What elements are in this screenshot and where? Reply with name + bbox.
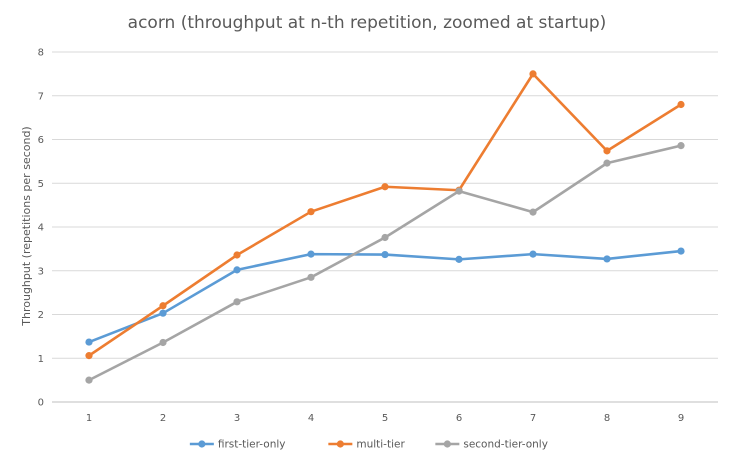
legend-item: second-tier-only: [435, 439, 548, 451]
data-point: [677, 100, 685, 109]
data-point: [529, 208, 537, 216]
y-tick-label: 8: [38, 48, 44, 59]
data-point: [159, 302, 167, 310]
legend-label: first-tier-only: [218, 439, 286, 451]
y-tick-label: 2: [38, 310, 44, 321]
legend-item: multi-tier: [328, 439, 405, 451]
y-tick-label: 7: [38, 91, 44, 102]
data-point: [85, 376, 93, 384]
data-point: [381, 250, 389, 259]
data-point: [677, 142, 685, 150]
series-second-tier-only: [85, 142, 685, 384]
y-tick-label: 3: [38, 266, 44, 277]
data-point: [603, 147, 611, 155]
x-tick-label: 8: [604, 413, 610, 424]
data-point: [233, 251, 241, 259]
data-point: [85, 338, 93, 346]
data-point: [529, 70, 537, 78]
data-point: [603, 255, 611, 263]
y-tick-label: 6: [38, 135, 44, 146]
y-axis-ticks: 0 1 2 3 4 5 6 7 8: [38, 48, 44, 409]
series-lines: [85, 70, 685, 384]
data-point: [381, 233, 389, 242]
x-tick-label: 1: [86, 413, 92, 424]
legend-label: second-tier-only: [463, 439, 548, 451]
legend-item: first-tier-only: [189, 439, 286, 451]
series-first-tier-only: [85, 247, 685, 346]
data-point: [603, 159, 611, 167]
y-tick-label: 5: [38, 179, 44, 190]
data-point: [159, 309, 167, 317]
x-tick-label: 2: [160, 413, 166, 424]
legend-label: multi-tier: [356, 439, 405, 451]
legend-swatch-marker: [336, 440, 344, 448]
y-axis-label: Throughput (repetitions per second): [20, 126, 33, 326]
data-point: [455, 187, 463, 195]
data-point: [307, 273, 315, 281]
y-tick-label: 4: [38, 223, 44, 234]
legend-swatch-marker: [198, 440, 206, 448]
series-line: [87, 144, 683, 382]
x-tick-label: 9: [678, 413, 684, 424]
x-tick-label: 4: [308, 413, 314, 424]
y-tick-label: 0: [38, 398, 44, 409]
series-multi-tier: [85, 70, 685, 360]
data-point: [455, 255, 463, 263]
x-tick-label: 6: [456, 413, 462, 424]
data-point: [677, 247, 685, 255]
chart-title: acorn (throughput at n-th repetition, zo…: [128, 13, 607, 33]
data-point: [529, 250, 537, 258]
x-axis-ticks: 1 2 3 4 5 6 7 8 9: [86, 413, 684, 424]
x-tick-label: 5: [382, 413, 388, 424]
data-point: [307, 250, 315, 258]
y-tick-label: 1: [38, 354, 44, 365]
data-point: [159, 338, 167, 347]
data-point: [233, 266, 241, 274]
data-point: [307, 208, 315, 216]
x-tick-label: 3: [234, 413, 240, 424]
legend-swatch-marker: [443, 440, 451, 448]
x-tick-label: 7: [530, 413, 536, 424]
legend: first-tier-only multi-tier second-tier-onl…: [189, 439, 548, 451]
data-point: [233, 298, 241, 306]
data-point: [381, 183, 389, 191]
series-line: [87, 72, 683, 357]
data-point: [85, 352, 93, 360]
